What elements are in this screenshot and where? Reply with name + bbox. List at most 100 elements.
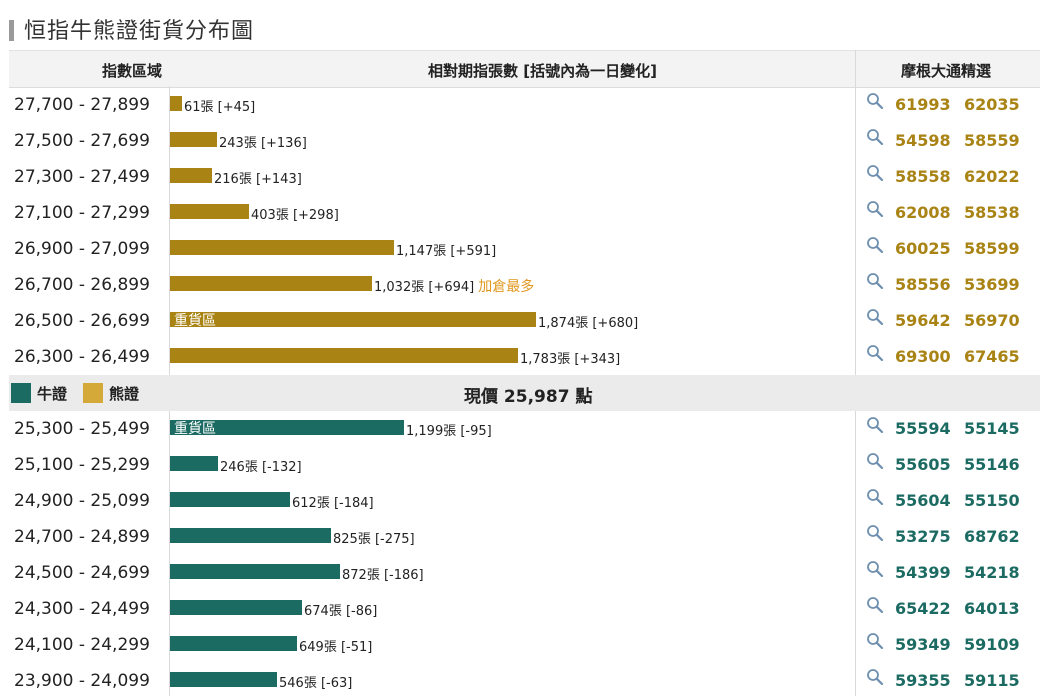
search-icon[interactable]	[866, 596, 884, 614]
warrant-code-link[interactable]: 59115	[964, 671, 1020, 690]
warrant-code-link[interactable]: 54399	[895, 563, 951, 582]
search-icon[interactable]	[866, 272, 884, 290]
bar-value-label: 1,147張 [+591]	[396, 240, 496, 259]
search-icon[interactable]	[866, 452, 884, 470]
warrant-code-link[interactable]: 55150	[964, 491, 1020, 510]
search-icon[interactable]	[866, 200, 884, 218]
warrant-code-link[interactable]: 55145	[964, 419, 1020, 438]
warrant-code-link[interactable]: 53699	[964, 275, 1020, 294]
warrant-code-link[interactable]: 59642	[895, 311, 951, 330]
header-picks-cell: 摩根大通精選	[855, 50, 1040, 88]
bar-value-label: 674張 [-86]	[304, 600, 377, 619]
current-price-prefix: 現價	[464, 387, 498, 407]
bar-value-text: 674張 [-86]	[304, 604, 378, 619]
bar-value-label: 1,199張 [-95]	[406, 420, 492, 439]
range-label: 25,300 - 25,499	[14, 419, 150, 439]
warrant-code-link[interactable]: 55604	[895, 491, 951, 510]
search-icon[interactable]	[866, 308, 884, 326]
bull-row: 25,100 - 25,299 246張 [-132] 55605 55146	[9, 447, 1040, 483]
bear-row: 26,700 - 26,899 1,032張 [+694] 加倉最多 58556 536…	[9, 267, 1040, 303]
header-contracts-cell: 相對期指張數 [括號內為一日變化]	[169, 50, 855, 88]
search-icon[interactable]	[866, 164, 884, 182]
bull-row: 24,300 - 24,499 674張 [-86] 65422 64013	[9, 591, 1040, 627]
bull-bar	[170, 456, 218, 471]
header-range: 指數區域	[102, 62, 163, 80]
warrant-code-link[interactable]: 55594	[895, 419, 951, 438]
legend-bull-swatch	[11, 383, 31, 403]
bar-value-label: 1,874張 [+680]	[538, 312, 638, 331]
warrant-code-link[interactable]: 64013	[964, 599, 1020, 618]
warrant-code-link[interactable]: 58556	[895, 275, 951, 294]
warrant-code-link[interactable]: 59109	[964, 635, 1020, 654]
bar-value-text: 403張 [+298]	[251, 208, 339, 223]
bar-value-text: 1,147張 [+591]	[396, 244, 497, 259]
search-icon[interactable]	[866, 668, 884, 686]
warrant-code-link[interactable]: 58559	[964, 131, 1020, 150]
warrant-code-link[interactable]: 58558	[895, 167, 951, 186]
bull-row: 24,900 - 25,099 612張 [-184] 55604 55150	[9, 483, 1040, 519]
bar-value-label: 216張 [+143]	[214, 168, 302, 187]
bear-bar	[170, 132, 217, 147]
range-label: 27,500 - 27,699	[14, 131, 150, 151]
bull-bar	[170, 564, 340, 579]
bear-row: 27,700 - 27,899 61張 [+45] 61993 62035	[9, 87, 1040, 123]
bull-bar	[170, 672, 277, 687]
cbbc-distribution-table: 指數區域 相對期指張數 [括號內為一日變化] 摩根大通精選 27,700 - 2…	[9, 50, 1040, 696]
warrant-code-link[interactable]: 62008	[895, 203, 951, 222]
warrant-code-link[interactable]: 55605	[895, 455, 951, 474]
warrant-code-link[interactable]: 65422	[895, 599, 951, 618]
bull-row: 24,700 - 24,899 825張 [-275] 53275 68762	[9, 519, 1040, 555]
warrant-code-link[interactable]: 69300	[895, 347, 951, 366]
range-label: 25,100 - 25,299	[14, 455, 150, 475]
warrant-code-link[interactable]: 59355	[895, 671, 951, 690]
warrant-code-link[interactable]: 58599	[964, 239, 1020, 258]
bear-bar	[170, 96, 182, 111]
search-icon[interactable]	[866, 524, 884, 542]
range-label: 26,900 - 27,099	[14, 239, 150, 259]
range-label: 26,300 - 26,499	[14, 347, 150, 367]
highlight-note: 加倉最多	[478, 279, 535, 295]
search-icon[interactable]	[866, 344, 884, 362]
bear-bar	[170, 276, 372, 291]
warrant-code-link[interactable]: 62022	[964, 167, 1020, 186]
warrant-code-link[interactable]: 58538	[964, 203, 1020, 222]
search-icon[interactable]	[866, 488, 884, 506]
warrant-code-link[interactable]: 55146	[964, 455, 1020, 474]
warrant-code-link[interactable]: 56970	[964, 311, 1020, 330]
warrant-code-link[interactable]: 59349	[895, 635, 951, 654]
warrant-code-link[interactable]: 54218	[964, 563, 1020, 582]
bar-value-text: 546張 [-63]	[279, 676, 353, 691]
bear-bar	[170, 348, 518, 363]
range-label: 24,500 - 24,699	[14, 563, 150, 583]
bull-bar	[170, 492, 290, 507]
current-price-band: 牛證 熊證 現價 25,987 點	[9, 375, 1040, 411]
bar-value-label: 1,783張 [+343]	[520, 348, 620, 367]
warrant-code-link[interactable]: 54598	[895, 131, 951, 150]
bear-bar	[170, 204, 249, 219]
search-icon[interactable]	[866, 128, 884, 146]
bull-row: 24,500 - 24,699 872張 [-186] 54399 54218	[9, 555, 1040, 591]
heavy-zone-label: 重貨區	[174, 313, 216, 329]
warrant-code-link[interactable]: 68762	[964, 527, 1020, 546]
search-icon[interactable]	[866, 236, 884, 254]
search-icon[interactable]	[866, 416, 884, 434]
search-icon[interactable]	[866, 560, 884, 578]
bar-value-text: 243張 [+136]	[219, 136, 307, 151]
warrant-code-link[interactable]: 53275	[895, 527, 951, 546]
bar-value-label: 872張 [-186]	[342, 564, 424, 583]
range-label: 27,100 - 27,299	[14, 203, 150, 223]
warrant-code-link[interactable]: 60025	[895, 239, 951, 258]
bar-value-label: 649張 [-51]	[299, 636, 372, 655]
warrant-code-link[interactable]: 61993	[895, 95, 951, 114]
search-icon[interactable]	[866, 632, 884, 650]
bar-value-text: 1,032張 [+694]	[374, 280, 475, 295]
bar-value-text: 825張 [-275]	[333, 532, 415, 547]
search-icon[interactable]	[866, 92, 884, 110]
bar-value-text: 649張 [-51]	[299, 640, 373, 655]
page-title: 恒指牛熊證街貨分布圖	[24, 19, 255, 44]
bar-value-label: 546張 [-63]	[279, 672, 352, 691]
bar-value-label: 246張 [-132]	[220, 456, 302, 475]
warrant-code-link[interactable]: 67465	[964, 347, 1020, 366]
warrant-code-link[interactable]: 62035	[964, 95, 1020, 114]
range-label: 24,300 - 24,499	[14, 599, 150, 619]
